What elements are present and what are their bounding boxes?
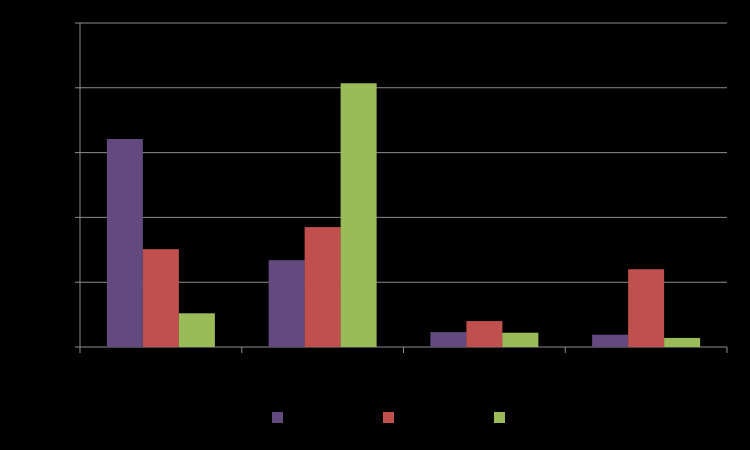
bar <box>592 334 629 347</box>
bar <box>466 321 503 347</box>
legend-marker <box>494 412 505 423</box>
bar <box>178 313 215 347</box>
bar <box>430 332 467 347</box>
legend-marker <box>383 412 394 423</box>
bar <box>628 269 665 347</box>
bar <box>502 332 539 347</box>
bar <box>664 337 701 347</box>
bar <box>340 83 377 347</box>
bar <box>106 138 143 347</box>
bar <box>268 260 305 347</box>
bar <box>142 249 179 347</box>
bar <box>304 227 341 347</box>
legend-marker <box>272 412 283 423</box>
